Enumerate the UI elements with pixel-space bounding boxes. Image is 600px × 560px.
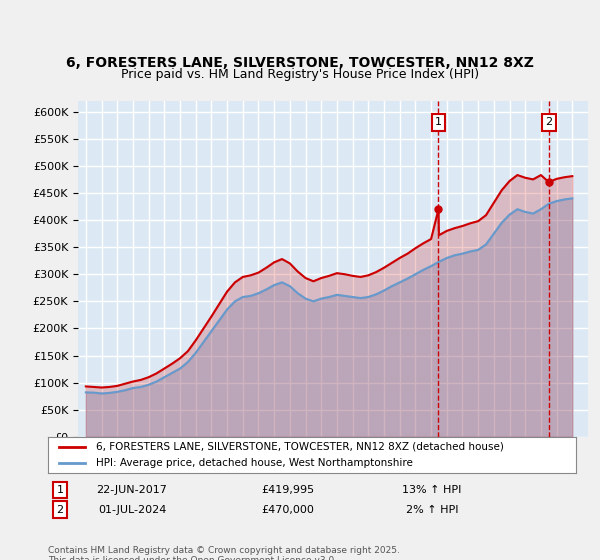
Text: 2% ↑ HPI: 2% ↑ HPI [406,505,458,515]
Text: 6, FORESTERS LANE, SILVERSTONE, TOWCESTER, NN12 8XZ (detached house): 6, FORESTERS LANE, SILVERSTONE, TOWCESTE… [95,442,503,452]
Text: £470,000: £470,000 [262,505,314,515]
Text: 2: 2 [56,505,64,515]
Text: 22-JUN-2017: 22-JUN-2017 [97,485,167,495]
Text: Contains HM Land Registry data © Crown copyright and database right 2025.
This d: Contains HM Land Registry data © Crown c… [48,546,400,560]
Text: 2: 2 [545,118,553,128]
Text: 1: 1 [435,118,442,128]
Text: £419,995: £419,995 [262,485,314,495]
Text: HPI: Average price, detached house, West Northamptonshire: HPI: Average price, detached house, West… [95,458,412,468]
Text: 6, FORESTERS LANE, SILVERSTONE, TOWCESTER, NN12 8XZ: 6, FORESTERS LANE, SILVERSTONE, TOWCESTE… [66,56,534,70]
Text: 01-JUL-2024: 01-JUL-2024 [98,505,166,515]
Text: Price paid vs. HM Land Registry's House Price Index (HPI): Price paid vs. HM Land Registry's House … [121,68,479,81]
Text: 1: 1 [56,485,64,495]
Text: 13% ↑ HPI: 13% ↑ HPI [403,485,461,495]
